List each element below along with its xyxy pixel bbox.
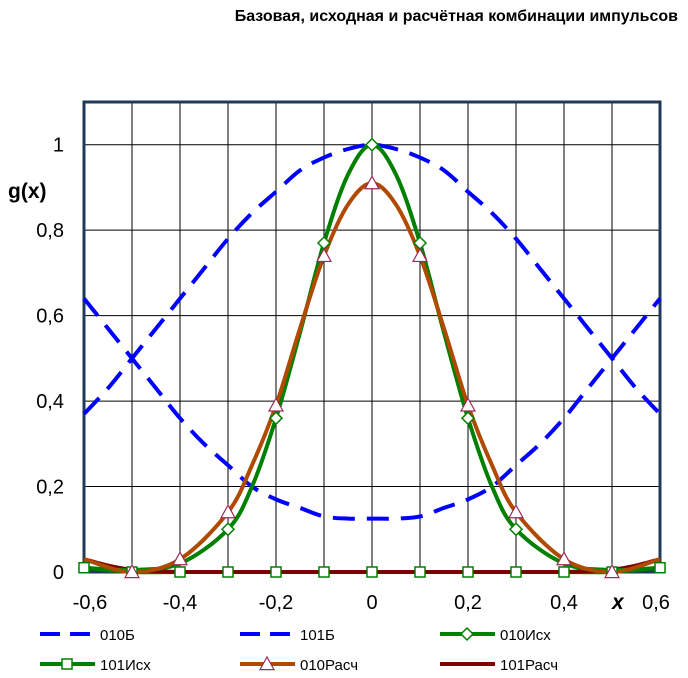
series-marker-4 xyxy=(411,247,429,263)
series-marker-3 xyxy=(654,561,666,574)
series-marker-4 xyxy=(555,550,573,566)
y-axis-label: g(x) xyxy=(8,180,47,203)
series-marker-3 xyxy=(270,566,282,578)
legend-label: 101Исх xyxy=(100,657,151,674)
grid-lines xyxy=(83,102,661,573)
series-marker-2 xyxy=(460,411,476,426)
y-tick-label: 0 xyxy=(53,562,64,584)
x-tick-label: 0,6 xyxy=(642,592,670,614)
x-tick-label: -0,6 xyxy=(73,592,107,614)
y-tick-label: 0,2 xyxy=(36,477,64,499)
series-marker-3 xyxy=(174,566,186,578)
legend-label: 101Расч xyxy=(500,657,558,674)
series-marker-2 xyxy=(508,522,524,537)
series-marker-4 xyxy=(315,247,333,263)
series-marker-3 xyxy=(222,566,234,578)
series-marker-4 xyxy=(363,174,381,190)
series-marker-4 xyxy=(267,397,285,412)
series-line-0 xyxy=(82,142,662,416)
tick-labels: 0 0,2 0,4 0,6 0,8 1 -0,6 -0,4 -0,2 0 0,2 0,4 0,6 xyxy=(36,135,670,614)
series-marker-3 xyxy=(78,561,90,574)
series-marker-4 xyxy=(171,550,189,566)
series-marker-2 xyxy=(268,411,284,426)
legend: 010Б 101Б 010Исх 101Исх 010Расч 101Расч xyxy=(40,626,558,674)
series-marker-3 xyxy=(510,566,522,578)
legend-label: 010Расч xyxy=(300,657,358,674)
series-marker-3 xyxy=(318,566,330,578)
x-tick-label: -0,2 xyxy=(259,592,293,614)
y-tick-label: 0,8 xyxy=(36,220,64,242)
series-marker-2 xyxy=(364,137,380,152)
legend-marker xyxy=(258,655,276,671)
x-tick-label: 0,2 xyxy=(454,592,482,614)
x-tick-label: 0 xyxy=(366,592,377,614)
series-marker-2 xyxy=(220,522,236,537)
legend-marker xyxy=(459,626,475,642)
legend-label: 010Б xyxy=(100,627,135,644)
y-tick-label: 0,6 xyxy=(36,306,64,328)
series-marker-4 xyxy=(603,563,621,579)
series-marker-4 xyxy=(459,397,477,412)
y-tick-label: 0,4 xyxy=(36,391,64,413)
series-marker-3 xyxy=(462,566,474,578)
series-line-1 xyxy=(82,297,662,521)
legend-label: 101Б xyxy=(300,627,335,644)
x-axis-label: x xyxy=(611,591,625,614)
y-tick-label: 1 xyxy=(53,135,64,157)
series-marker-3 xyxy=(366,566,378,578)
legend-marker xyxy=(61,658,73,670)
series-marker-4 xyxy=(219,503,237,519)
legend-label: 010Исх xyxy=(500,627,551,644)
series-marker-3 xyxy=(414,566,426,578)
series-layer xyxy=(78,137,666,579)
series-marker-4 xyxy=(123,563,141,579)
x-tick-label: 0,4 xyxy=(550,592,578,614)
chart-title: Базовая, исходная и расчётная комбинации… xyxy=(234,8,678,25)
series-marker-3 xyxy=(558,566,570,578)
series-marker-4 xyxy=(507,503,525,519)
x-tick-label: -0,4 xyxy=(163,592,197,614)
